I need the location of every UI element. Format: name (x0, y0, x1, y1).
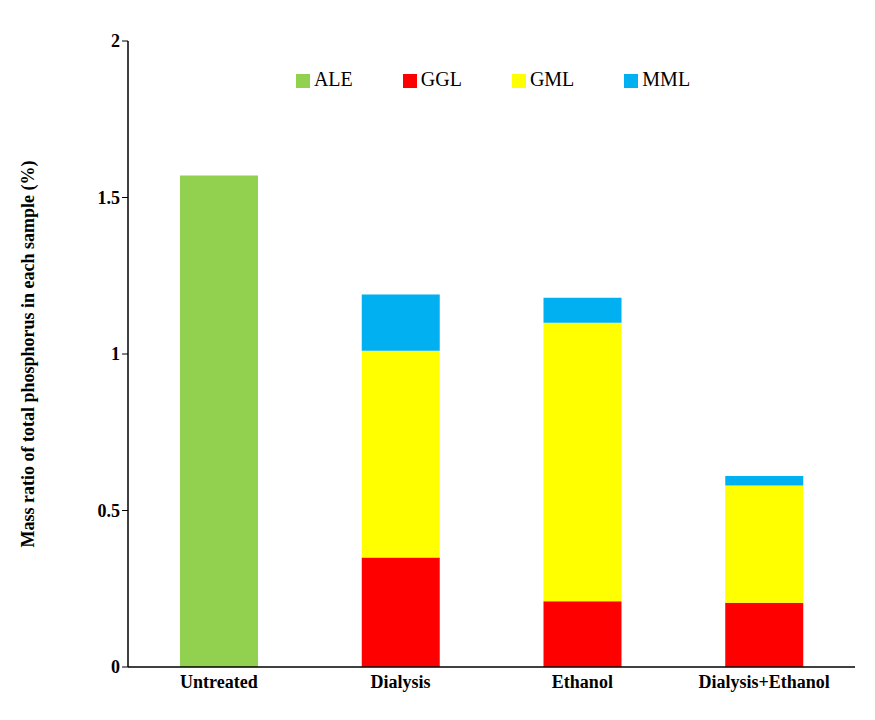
svg-text:1: 1 (111, 344, 120, 364)
svg-text:Mass ratio of total phosphorus: Mass ratio of total phosphorus in each s… (18, 160, 39, 547)
svg-text:Dialysis+Ethanol: Dialysis+Ethanol (698, 672, 829, 692)
svg-text:0: 0 (111, 657, 120, 677)
html-text:GML: GML (529, 68, 575, 90)
svg-text:2: 2 (111, 31, 120, 51)
html-text:MML: MML (642, 68, 691, 90)
svg-text:0.5: 0.5 (98, 501, 121, 521)
svg-text:Dialysis: Dialysis (371, 672, 431, 692)
svg-text:1.5: 1.5 (98, 188, 121, 208)
svg-text:Ethanol: Ethanol (552, 672, 613, 692)
svg-text:Untreated: Untreated (180, 672, 258, 692)
html-text:ALE: ALE (313, 68, 353, 90)
html-text:GGL: GGL (420, 68, 462, 90)
